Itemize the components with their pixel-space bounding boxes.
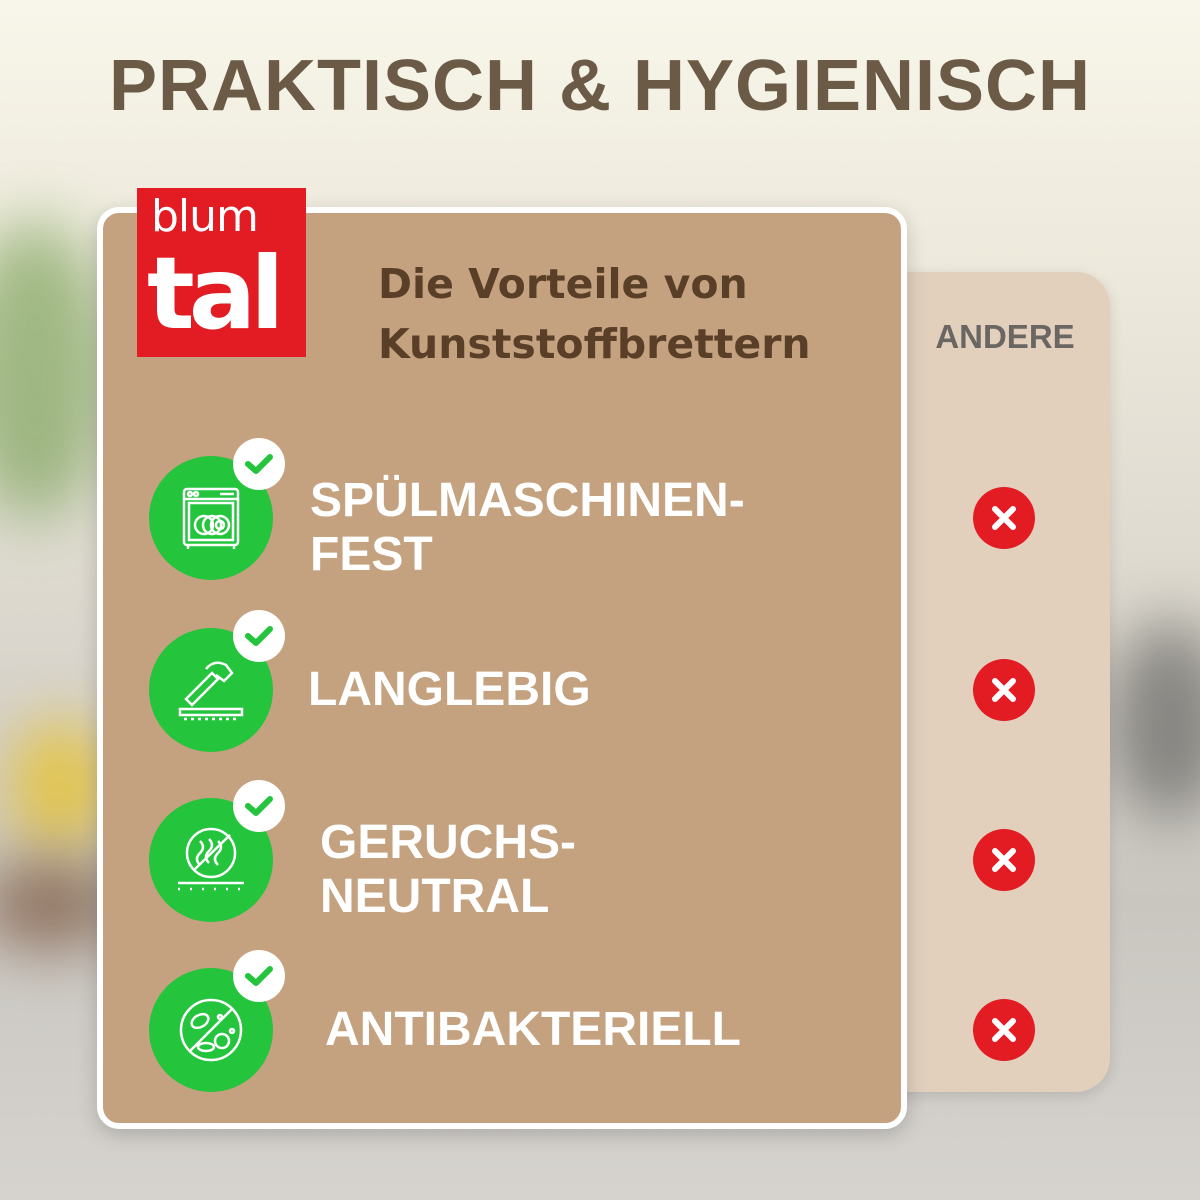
- competitor-label: ANDERE: [935, 318, 1075, 355]
- cross-icon: [973, 999, 1035, 1061]
- logo-text-tal: tal: [147, 235, 285, 352]
- subtitle-line-2: Kunststoffbrettern: [378, 320, 811, 368]
- feature-row: SPÜLMASCHINEN- FEST: [0, 438, 1200, 586]
- card-subtitle: Die Vorteile von Kunststoffbrettern: [378, 254, 811, 374]
- background-appliance: [1110, 620, 1200, 820]
- feature-label: ANTIBAKTERIELL: [325, 1003, 741, 1057]
- background-lemon: [10, 720, 110, 850]
- feature-label-line-1: SPÜLMASCHINEN-: [310, 474, 745, 527]
- cross-icon: [973, 659, 1035, 721]
- feature-label-line-2: NEUTRAL: [320, 870, 550, 923]
- feature-label: GERUCHS- NEUTRAL: [320, 816, 576, 924]
- logo-text-blum: blum: [151, 191, 259, 242]
- cross-icon: [973, 829, 1035, 891]
- check-icon: [233, 950, 285, 1002]
- feature-label-line-1: GERUCHS-: [320, 816, 577, 869]
- check-icon: [233, 780, 285, 832]
- feature-label: LANGLEBIG: [308, 663, 591, 717]
- feature-row: GERUCHS- NEUTRAL: [0, 780, 1200, 928]
- page-title: PRAKTISCH & HYGIENISCH: [108, 46, 1092, 126]
- feature-label-line-2: FEST: [310, 528, 433, 581]
- feature-label: SPÜLMASCHINEN- FEST: [310, 474, 745, 582]
- feature-label-line-1: ANTIBAKTERIELL: [325, 1003, 741, 1056]
- feature-label-line-1: LANGLEBIG: [308, 663, 591, 716]
- check-icon: [233, 438, 285, 490]
- feature-row: ANTIBAKTERIELL: [0, 950, 1200, 1098]
- feature-row: LANGLEBIG: [0, 610, 1200, 758]
- blumtal-logo: blum tal: [137, 188, 306, 357]
- subtitle-line-1: Die Vorteile von: [378, 260, 748, 308]
- check-icon: [233, 610, 285, 662]
- cross-icon: [973, 487, 1035, 549]
